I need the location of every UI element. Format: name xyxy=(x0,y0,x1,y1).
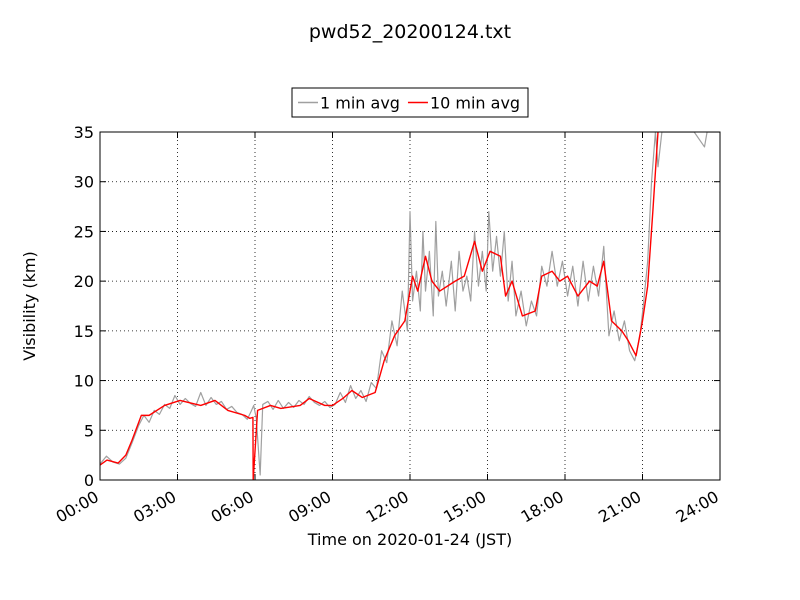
legend-frame xyxy=(291,87,529,118)
legend-label: 10 min avg xyxy=(430,94,520,113)
y-tick-label: 15 xyxy=(74,322,94,341)
y-tick-label: 10 xyxy=(74,372,94,391)
y-tick-label: 25 xyxy=(74,222,94,241)
y-tick-label: 30 xyxy=(74,173,94,192)
series-line xyxy=(100,132,720,476)
y-tick-label: 5 xyxy=(84,421,94,440)
series-line xyxy=(100,132,659,480)
y-tick-label: 0 xyxy=(84,471,94,490)
y-axis-label: Visibility (km) xyxy=(20,251,39,360)
y-tick-label: 20 xyxy=(74,272,94,291)
legend: 1 min avg 10 min avg xyxy=(291,87,529,118)
x-axis-label: Time on 2020-01-24 (JST) xyxy=(307,530,512,549)
y-tick-label: 35 xyxy=(74,123,94,142)
chart-title: pwd52_20200124.txt xyxy=(309,21,511,43)
plot-lines xyxy=(100,132,720,480)
legend-label: 1 min avg xyxy=(320,94,400,113)
